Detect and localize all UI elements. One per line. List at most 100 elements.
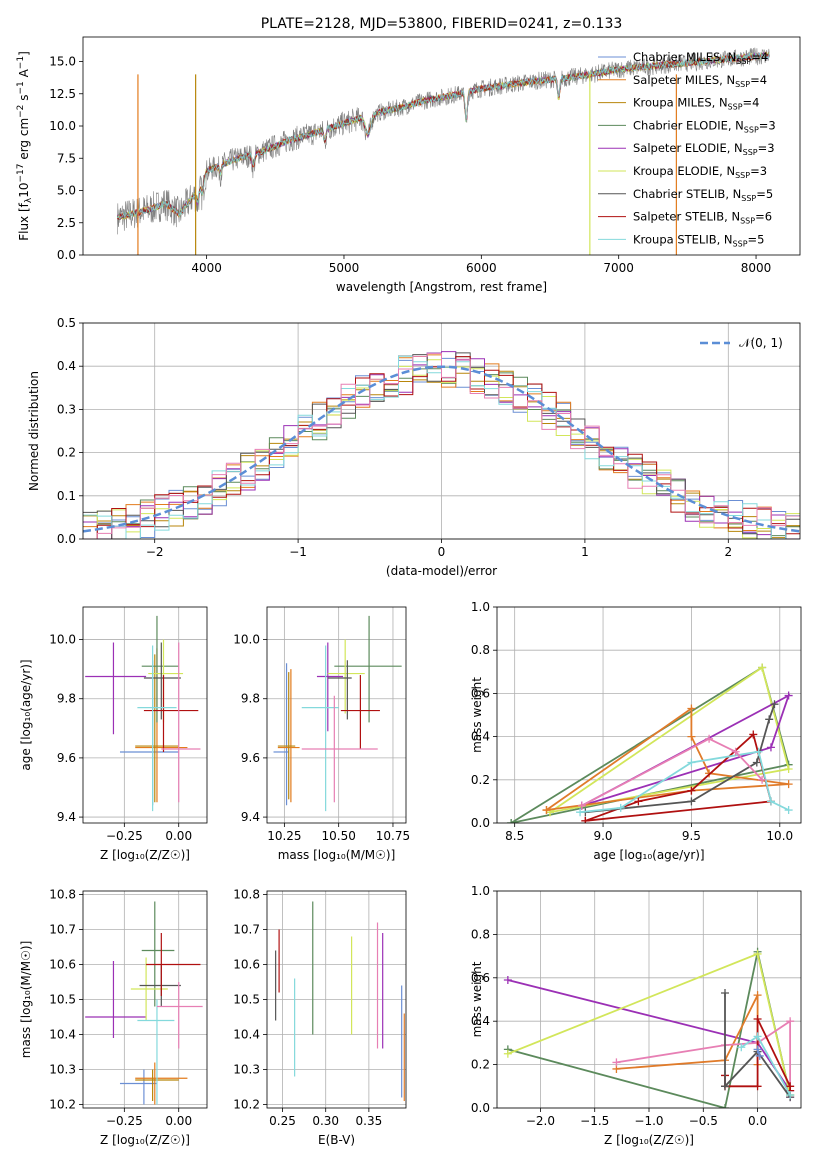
data-point [503, 1049, 512, 1058]
y-tick-label: 10.0 [49, 633, 76, 647]
data-point [687, 732, 696, 741]
axes-frame [82, 890, 208, 1109]
mass-vs-EBV-panel: 0.25 0.30 0.35 10.2 10.3 10.4 10.5 10.6 10.7 10.8… [233, 888, 407, 1147]
spectrum-legend: Chabrier MILES, NSSP=4 Salpeter MILES, NS… [598, 50, 776, 248]
y-tick-label: 12.5 [49, 87, 76, 101]
data-point [784, 765, 793, 773]
age-vs-mass-plot-area [273, 615, 402, 812]
legend-label: Salpeter ELODIE, NSSP=3 [633, 141, 775, 157]
data-point [765, 715, 774, 724]
series-line [580, 750, 789, 814]
y-tick-label: 10.2 [233, 1098, 260, 1112]
age-vs-Z-panel: −0.25 0.00 9.4 9.6 9.8 10.0 Z [log₁₀(Z/Z☉)] [49, 606, 208, 862]
y-tick-label: 10.4 [233, 1028, 260, 1042]
series-line [581, 737, 763, 807]
x-tick-label: −1.5 [580, 1114, 609, 1128]
model-spectrum [116, 52, 770, 220]
age-vs-mass-panel: 10.25 10.50 10.75 9.4 9.6 9.8 10.0 mass [log₁₀(… [233, 606, 410, 862]
mass-weight-vs-age-panel: 8.5 9.0 9.5 10.0 0.0 0.2 0.4 0.6 0.8 1.0 age [log₁… [471, 600, 802, 862]
mass-vs-Z-plot-area [85, 901, 203, 1105]
data-point [784, 691, 793, 700]
data-point [721, 1104, 729, 1108]
legend-label: 𝒩(0, 1) [739, 336, 783, 350]
mass-vs-Z-panel: −0.25 0.00 10.2 10.3 10.4 10.5 10.6 10.7 10.8 Z [… [49, 888, 208, 1147]
y-axis-label: Normed distribution [27, 371, 41, 491]
y-tick-label: 0.8 [471, 927, 490, 941]
y-tick-label: 0.0 [471, 816, 490, 830]
mass-weight-vs-Z-plot-area [503, 947, 795, 1108]
spectrum-panel: 4000 5000 6000 7000 8000 0.0 2.5 5.0 7.5 10.0 12.5… [49, 36, 801, 294]
y-tick-label: 0.0 [471, 1101, 490, 1115]
x-tick-label: 5000 [329, 261, 360, 275]
data-point [705, 734, 714, 743]
data-point [542, 806, 551, 815]
data-point [576, 808, 585, 817]
y-tick-label: 10.6 [49, 958, 76, 972]
x-tick-label: −1 [289, 545, 307, 559]
x-axis-label: wavelength [Angstrom, rest frame] [336, 280, 547, 294]
x-tick-label: −1.0 [634, 1114, 663, 1128]
y-tick-label: 0.8 [471, 643, 490, 657]
x-tick-label: 0.00 [165, 829, 192, 843]
axes-frame [266, 890, 407, 1109]
x-tick-label: 0.25 [269, 1114, 296, 1128]
y-tick-label: 10.2 [49, 1098, 76, 1112]
data-point [753, 1045, 762, 1054]
data-point [616, 803, 625, 812]
data-point [687, 797, 696, 806]
legend-label: Kroupa STELIB, NSSP=5 [633, 232, 764, 248]
x-axis-label: Z [log₁₀(Z/Z☉)] [604, 1133, 694, 1147]
mass-vs-EBV-plot-area [275, 901, 405, 1101]
y-tick-label: 10.8 [49, 888, 76, 902]
x-tick-label: 6000 [466, 261, 497, 275]
y-tick-label: 1.0 [471, 884, 490, 898]
x-axis-label: age [log₁₀(age/yr)] [593, 848, 704, 862]
data-point [612, 1058, 621, 1067]
y-tick-label: 0.4 [471, 730, 490, 744]
mass-weight-vs-age-plot-area [507, 663, 793, 823]
y-tick-label: 9.8 [57, 692, 76, 706]
x-tick-label: −2.0 [526, 1114, 555, 1128]
data-point [754, 747, 763, 756]
y-axis-label: mass weight [470, 677, 484, 753]
y-tick-label: 0.6 [471, 686, 490, 700]
y-tick-label: 7.5 [57, 151, 76, 165]
model-spectrum [116, 51, 770, 220]
data-point [752, 758, 761, 767]
data-point [721, 988, 729, 997]
data-point [731, 747, 740, 756]
y-tick-label: 10.3 [49, 1063, 76, 1077]
chart-title: PLATE=2128, MJD=53800, FIBERID=0241, z=0… [261, 16, 623, 32]
y-axis-label: mass weight [470, 961, 484, 1037]
axes-frame [82, 322, 801, 540]
data-point [687, 786, 696, 795]
y-tick-label: 9.6 [241, 751, 260, 765]
y-tick-label: 0.4 [471, 1014, 490, 1028]
age-vs-Z-plot-area [85, 615, 201, 812]
residual-histogram-panel: −2 −1 0 1 2 0.0 0.1 0.2 0.3 0.4 0.5 (data-model)/er… [57, 316, 801, 578]
data-point [766, 797, 775, 806]
data-point [581, 816, 590, 823]
axes-frame [496, 890, 802, 1109]
y-tick-label: 10.7 [49, 923, 76, 937]
data-point [749, 730, 758, 739]
legend-label: Chabrier MILES, NSSP=4 [633, 50, 768, 66]
y-tick-label: 10.0 [49, 119, 76, 133]
data-point [786, 1090, 795, 1099]
y-tick-label: 0.2 [471, 1058, 490, 1072]
axes-frame [496, 606, 802, 824]
y-tick-label: 10.8 [233, 888, 260, 902]
y-tick-label: 5.0 [57, 184, 76, 198]
axes-frame [82, 36, 801, 256]
x-axis-label: mass [log₁₀(M/M☉)] [278, 848, 396, 862]
y-tick-label: 0.6 [471, 971, 490, 985]
data-point [753, 991, 762, 1000]
data-point [503, 975, 512, 984]
spectrum-plot-area [116, 47, 770, 255]
x-tick-label: 0.00 [165, 1114, 192, 1128]
x-tick-label: 2 [724, 545, 732, 559]
y-tick-label: 0.0 [57, 248, 76, 262]
legend-label: Chabrier STELIB, NSSP=5 [633, 187, 773, 203]
x-tick-label: 0.0 [748, 1114, 767, 1128]
